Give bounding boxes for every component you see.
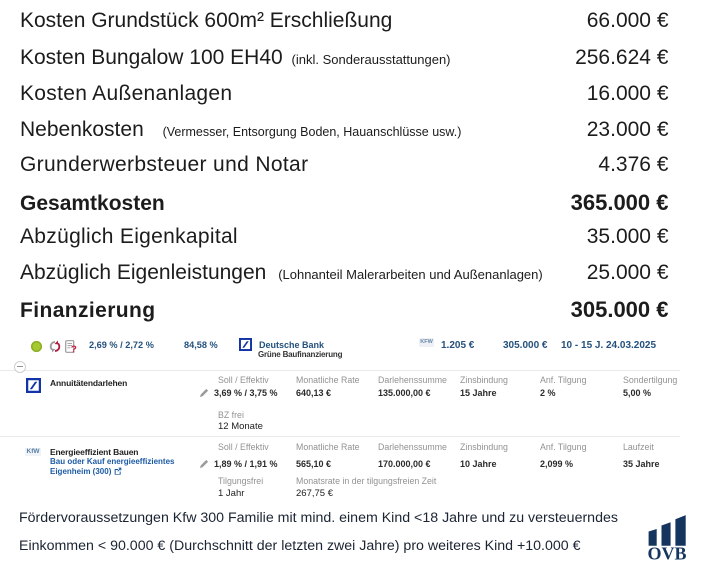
svg-text:OVB: OVB xyxy=(648,544,687,564)
svg-text:?: ? xyxy=(71,344,77,353)
